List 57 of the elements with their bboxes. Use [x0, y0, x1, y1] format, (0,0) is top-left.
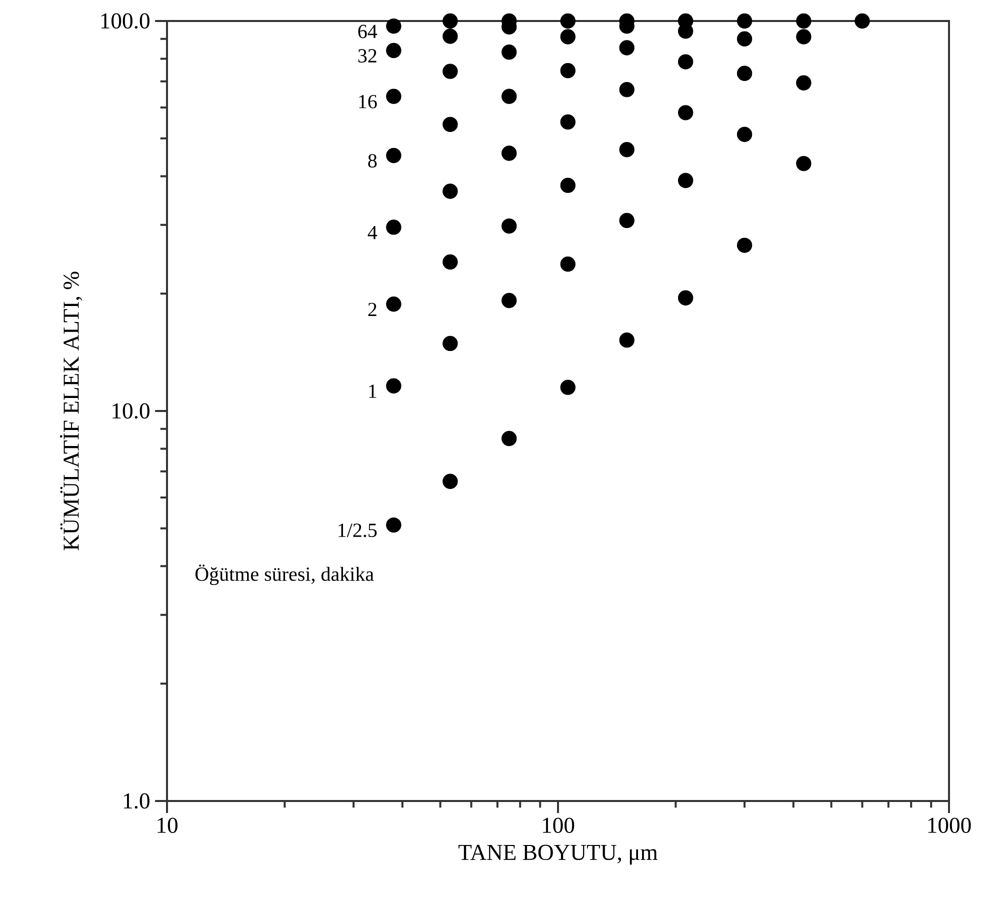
y-tick-label: 1.0	[124, 793, 150, 809]
series-label: 64	[358, 24, 378, 38]
point	[619, 40, 634, 56]
point	[502, 430, 517, 446]
point	[796, 75, 812, 90]
series-label: 16	[359, 94, 377, 108]
point	[854, 13, 870, 29]
point	[560, 114, 576, 130]
point	[796, 29, 812, 44]
point	[502, 146, 517, 161]
point	[502, 292, 517, 308]
point	[619, 142, 634, 158]
series-label: 2	[368, 302, 376, 316]
series-label: 4	[368, 226, 378, 240]
point	[442, 184, 458, 199]
point	[678, 290, 694, 306]
y-axis-title: KÜMÜLATİF ELEK ALTI, %	[60, 272, 82, 550]
point	[736, 238, 752, 253]
point	[560, 13, 576, 29]
point	[560, 380, 576, 395]
point	[619, 82, 634, 98]
point	[502, 44, 517, 60]
point	[502, 88, 517, 104]
point	[560, 63, 576, 78]
series-label: 8	[368, 154, 377, 168]
series-label: 1	[369, 384, 376, 398]
series-label: 1/2.5	[338, 524, 377, 538]
point	[502, 218, 517, 234]
point	[442, 336, 458, 352]
series-label: 32	[358, 49, 376, 63]
x-tick-label: 10	[158, 818, 178, 833]
point	[442, 28, 458, 44]
point	[736, 31, 752, 46]
point	[736, 66, 752, 81]
y-tick-label: 10.0	[112, 403, 150, 419]
point	[442, 116, 458, 132]
point	[736, 126, 752, 142]
point	[678, 172, 694, 188]
point	[560, 256, 576, 272]
point	[442, 474, 458, 489]
point	[560, 29, 576, 44]
point	[678, 105, 694, 120]
point	[560, 178, 576, 193]
x-axis-title: TANE BOYUTU, μm	[458, 844, 658, 865]
annotation: Öğütme süresi, dakika	[195, 564, 374, 586]
point	[442, 254, 458, 270]
point	[619, 212, 634, 228]
point	[736, 13, 752, 29]
point	[442, 64, 458, 79]
point	[619, 332, 634, 348]
point	[796, 156, 812, 172]
point	[678, 54, 694, 70]
point	[796, 13, 812, 29]
x-tick-label: 100	[542, 818, 574, 833]
y-tick-label: 100.0	[101, 13, 150, 29]
x-tick-label: 1000	[928, 818, 971, 833]
point	[442, 13, 458, 29]
